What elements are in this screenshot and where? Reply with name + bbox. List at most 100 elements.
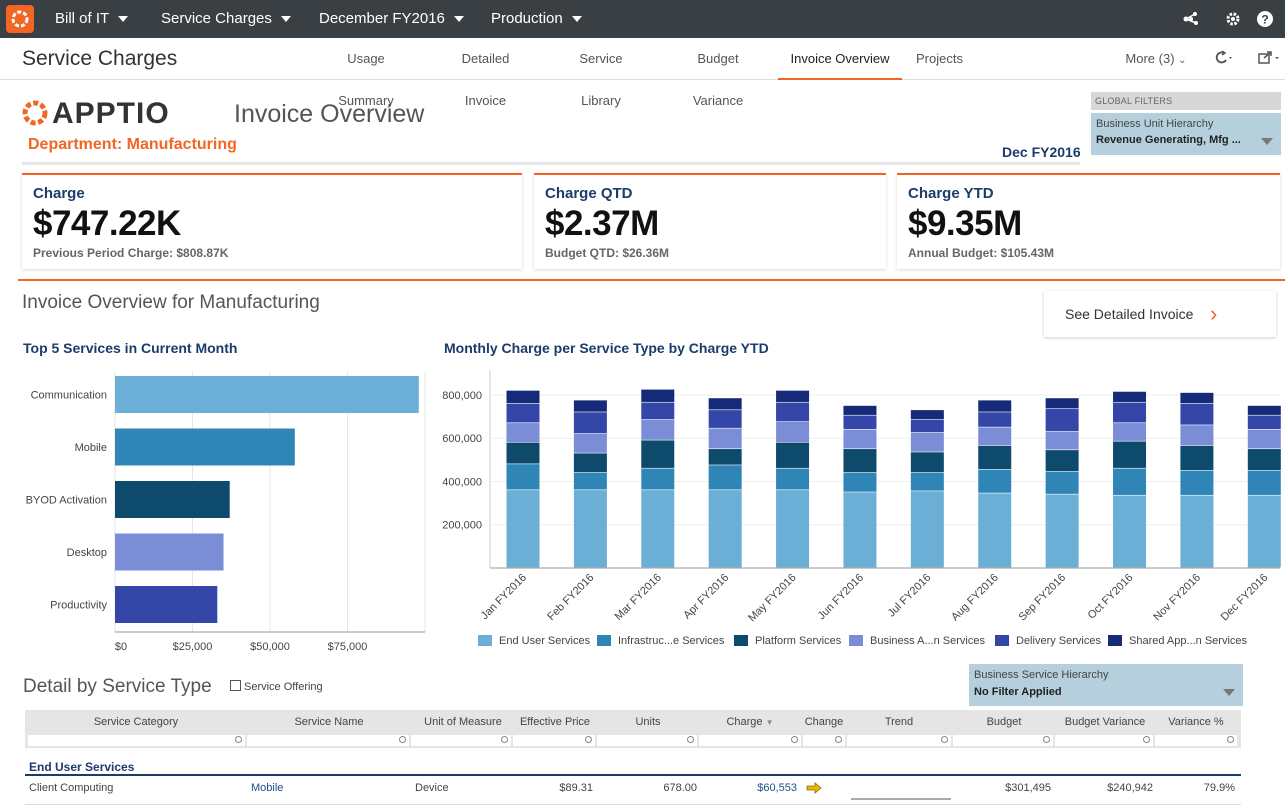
stacked-segment [843,472,877,492]
legend-swatch [734,635,748,646]
stacked-segment [641,402,675,420]
col-units[interactable]: Units [635,716,661,728]
filter-value: No Filter Applied [974,686,1062,698]
filter-input[interactable] [699,735,801,746]
col-change[interactable]: Change [804,716,844,728]
share-icon[interactable] [1257,50,1281,66]
col-budget-variance[interactable]: Budget Variance [1064,716,1146,728]
nav-environment[interactable]: Production [491,0,582,38]
filter-input[interactable] [953,735,1053,746]
filter-input[interactable] [247,735,409,746]
x-tick-label: Mar FY2016 [613,572,664,623]
caret-down-icon [118,16,129,23]
stacked-segment [1180,445,1214,471]
help-icon[interactable]: ? [1256,10,1274,28]
stacked-segment [843,415,877,429]
see-detailed-invoice-button[interactable]: See Detailed Invoice › [1044,291,1276,337]
x-tick-label: Dec FY2016 [1219,572,1271,624]
tick-label: $50,000 [250,641,290,653]
x-tick-label: Jan FY2016 [479,572,529,622]
legend-label: End User Services [499,635,591,647]
sub-navigation: Service Charges Usage Summary Detailed I… [0,38,1285,108]
cell-service-name[interactable]: Mobile [251,782,284,794]
top-services-chart: Communication Mobile BYOD Activation Deskto… [26,372,426,653]
stacked-segment [1247,449,1281,471]
cell-variance-pct: 79.9% [1203,782,1235,794]
global-filters: GLOBAL FILTERS Business Unit Hierarchy R… [1091,92,1281,155]
filter-label: Business Unit Hierarchy [1096,118,1214,130]
apptio-logo-icon[interactable] [6,5,34,33]
stacked-segment [776,490,810,568]
kpi-sub: Annual Budget: $105.43M [908,246,1055,260]
filter-input[interactable] [1055,735,1153,746]
network-icon[interactable] [1182,10,1200,28]
stacked-segment [641,468,675,490]
kpi-label: Charge QTD [545,185,633,202]
top-bar: Bill of IT Service Charges December FY20… [0,0,1285,38]
filter-input[interactable] [411,735,511,746]
stacked-segment [910,419,944,433]
top-services-chart-title: Top 5 Services in Current Month [23,340,238,356]
filter-input[interactable] [28,735,245,746]
stacked-segment [708,398,742,410]
stacked-segment [1045,409,1079,432]
filter-input[interactable] [803,735,845,746]
stacked-segment [843,405,877,415]
x-tick-label: Jun FY2016 [816,572,866,622]
y-tick-label: 200,000 [442,520,482,532]
stacked-segment [1247,470,1281,495]
more-tabs-button[interactable]: More (3) ⌄ [1125,51,1187,66]
x-tick-label: Aug FY2016 [949,572,1001,624]
kpi-value: $9.35M [908,204,1022,243]
stacked-segment [1113,468,1147,495]
stacked-segment [506,464,540,490]
service-offering-checkbox[interactable]: Service Offering [230,680,323,693]
stacked-segment [978,445,1012,469]
stacked-segment [573,453,607,473]
tab-usage-summary[interactable]: Usage Summary [338,51,394,108]
stacked-segment [978,400,1012,412]
col-service-name[interactable]: Service Name [294,716,364,728]
business-service-filter[interactable]: Business Service Hierarchy No Filter App… [969,664,1243,706]
col-service-category[interactable]: Service Category [93,716,179,728]
filter-input[interactable] [847,735,951,746]
col-unit-of-measure[interactable]: Unit of Measure [424,716,502,728]
bar [115,376,419,413]
tab-detailed-invoice[interactable]: Detailed Invoice [461,51,510,108]
stacked-segment [910,472,944,491]
col-trend[interactable]: Trend [884,716,914,728]
col-budget[interactable]: Budget [986,716,1022,728]
nav-bill-of-it[interactable]: Bill of IT [55,0,129,38]
filter-input[interactable] [597,735,697,746]
group-header[interactable]: End User Services [29,760,135,774]
stacked-segment [910,452,944,473]
refresh-icon[interactable] [1212,50,1234,66]
x-tick-label: Feb FY2016 [545,572,596,623]
period-label: Dec FY2016 [1002,144,1081,160]
filter-input[interactable] [1155,735,1237,746]
category-label: Mobile [75,442,107,454]
nav-period[interactable]: December FY2016 [319,0,464,38]
tab-service-library[interactable]: Service Library [579,51,623,108]
section-divider [18,279,1285,281]
business-unit-filter[interactable]: Business Unit Hierarchy Revenue Generati… [1091,113,1281,155]
cell-charge[interactable]: $60,553 [757,782,797,794]
tab-projects[interactable]: Projects [916,51,963,66]
kpi-value: $2.37M [545,204,659,243]
tab-invoice-overview[interactable]: Invoice Overview [778,38,902,80]
filter-input[interactable] [513,735,595,746]
col-effective-price[interactable]: Effective Price [519,716,591,728]
tab-budget-variance[interactable]: Budget Variance [692,51,744,108]
kpi-label: Charge [33,185,85,202]
col-variance-pct[interactable]: Variance % [1168,716,1224,728]
caret-down-icon [571,16,582,23]
col-charge[interactable]: Charge ▼ [726,716,774,728]
stacked-segment [1180,425,1214,446]
stacked-segment [843,429,877,449]
gear-icon[interactable] [1224,10,1242,28]
stacked-segment [1247,429,1281,449]
kpi-sub: Budget QTD: $26.36M [545,246,670,260]
stacked-segment [1180,495,1214,568]
stacked-segment [978,412,1012,427]
nav-service-charges[interactable]: Service Charges [161,0,291,38]
